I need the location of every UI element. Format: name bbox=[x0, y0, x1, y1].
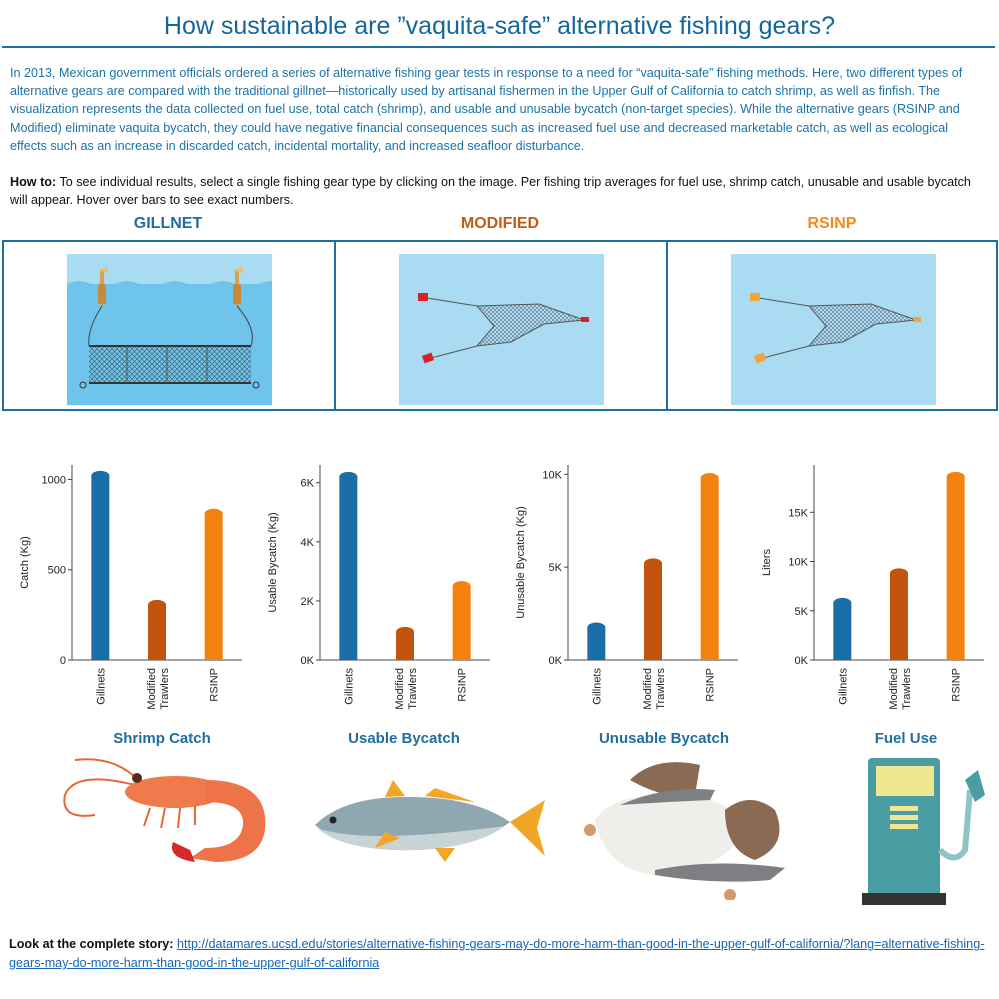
how-to-instructions: To see individual results, select a sing… bbox=[10, 175, 971, 208]
chart-shrimp-catch: 0 500 1000 Catch (Kg) Gillnets ModifiedTrawle… bbox=[10, 455, 250, 725]
shrimp-illustration bbox=[55, 750, 285, 880]
how-to-text: How to: To see individual results, selec… bbox=[10, 173, 985, 209]
x-tick-label: RSINP bbox=[209, 668, 221, 702]
title-divider bbox=[2, 46, 995, 48]
y-tick-label: 500 bbox=[48, 565, 66, 577]
category-title-fuel-use: Fuel Use bbox=[874, 730, 938, 747]
x-tick-label: ModifiedTrawlers bbox=[642, 668, 667, 710]
gear-title-gillnet: GILLNET bbox=[133, 215, 203, 232]
x-tick-label: Gillnets bbox=[343, 668, 355, 705]
y-tick-label: 1000 bbox=[42, 474, 66, 486]
y-tick-label: 2K bbox=[301, 596, 315, 608]
bar[interactable] bbox=[339, 471, 358, 660]
y-axis-label: Unusable Bycatch (Kg) bbox=[515, 506, 527, 619]
y-tick-label: 6K bbox=[301, 478, 315, 490]
chart-unusable-bycatch-svg: 0K 5K 10K Unusable Bycatch (Kg) Gillnets Modi… bbox=[515, 465, 738, 710]
y-tick-label: 4K bbox=[301, 537, 315, 549]
y-tick-label: 15K bbox=[788, 507, 808, 519]
category-title-shrimp-catch: Shrimp Catch bbox=[113, 730, 211, 747]
bycatch-pile-illustration bbox=[575, 750, 805, 905]
chart-usable-bycatch: 0K 2K 4K 6K Usable Bycatch (Kg) Gillnets Modif… bbox=[258, 455, 498, 725]
y-tick-label: 10K bbox=[788, 557, 808, 569]
bar[interactable] bbox=[148, 599, 166, 660]
bar[interactable] bbox=[890, 568, 908, 660]
modified-trawl-illustration bbox=[399, 254, 604, 405]
x-tick-label: RSINP bbox=[705, 668, 717, 702]
y-axis-label: Liters bbox=[761, 549, 773, 576]
story-footer: Look at the complete story: http://datam… bbox=[9, 935, 989, 973]
x-tick-label: Gillnets bbox=[95, 668, 107, 705]
x-tick-label: Gillnets bbox=[837, 668, 849, 705]
y-axis-label: Usable Bycatch (Kg) bbox=[267, 512, 279, 612]
y-tick-label: 10K bbox=[542, 469, 562, 481]
chart-unusable-bycatch: 0K 5K 10K Unusable Bycatch (Kg) Gillnets Modi… bbox=[506, 455, 746, 725]
category-title-unusable-bycatch: Unusable Bycatch bbox=[598, 730, 730, 747]
x-tick-label: ModifiedTrawlers bbox=[888, 668, 913, 710]
x-tick-label: ModifiedTrawlers bbox=[394, 668, 419, 710]
y-tick-label: 0K bbox=[301, 655, 315, 667]
chart-fuel-use: 0K 5K 10K 15K Liters Gillnets ModifiedTrawlers… bbox=[752, 455, 992, 725]
gear-select-rsinp[interactable] bbox=[666, 240, 998, 411]
fish-illustration bbox=[305, 750, 550, 880]
y-tick-label: 5K bbox=[795, 606, 809, 618]
story-label: Look at the complete story: bbox=[9, 937, 174, 951]
x-tick-label: RSINP bbox=[457, 668, 469, 702]
gear-title-rsinp: RSINP bbox=[807, 215, 857, 232]
story-link[interactable]: http://datamares.ucsd.edu/stories/altern… bbox=[9, 937, 985, 970]
bar[interactable] bbox=[700, 473, 719, 660]
how-to-label: How to: bbox=[10, 175, 57, 189]
bar[interactable] bbox=[587, 622, 606, 661]
fuel-pump-illustration bbox=[860, 750, 990, 915]
page-title: How sustainable are ”vaquita-safe” alter… bbox=[163, 12, 836, 40]
bar[interactable] bbox=[204, 508, 223, 660]
x-tick-label: Gillnets bbox=[591, 668, 603, 705]
gear-title-modified: MODIFIED bbox=[460, 215, 540, 232]
gear-select-gillnet[interactable] bbox=[2, 240, 336, 411]
x-tick-label: RSINP bbox=[951, 668, 963, 702]
bar[interactable] bbox=[91, 470, 110, 660]
bar[interactable] bbox=[396, 626, 414, 660]
y-axis-label: Catch (Kg) bbox=[19, 536, 31, 589]
bar[interactable] bbox=[644, 558, 662, 660]
gear-select-modified[interactable] bbox=[334, 240, 668, 411]
gillnet-illustration bbox=[67, 254, 283, 405]
y-tick-label: 0K bbox=[549, 655, 563, 667]
bar[interactable] bbox=[452, 581, 471, 660]
category-title-usable-bycatch: Usable Bycatch bbox=[348, 730, 460, 747]
x-tick-label: ModifiedTrawlers bbox=[146, 668, 171, 710]
y-tick-label: 0 bbox=[60, 655, 66, 667]
y-tick-label: 0K bbox=[795, 655, 809, 667]
chart-shrimp-catch-svg: 0 500 1000 Catch (Kg) Gillnets ModifiedTrawle… bbox=[19, 465, 242, 710]
bar[interactable] bbox=[946, 471, 965, 660]
intro-paragraph: In 2013, Mexican government officials or… bbox=[10, 66, 963, 153]
y-tick-label: 5K bbox=[549, 562, 563, 574]
chart-fuel-use-svg: 0K 5K 10K 15K Liters Gillnets ModifiedTrawlers… bbox=[761, 465, 984, 710]
chart-usable-bycatch-svg: 0K 2K 4K 6K Usable Bycatch (Kg) Gillnets Modif… bbox=[267, 465, 490, 710]
rsinp-trawl-illustration bbox=[731, 254, 936, 405]
bar[interactable] bbox=[833, 597, 852, 660]
